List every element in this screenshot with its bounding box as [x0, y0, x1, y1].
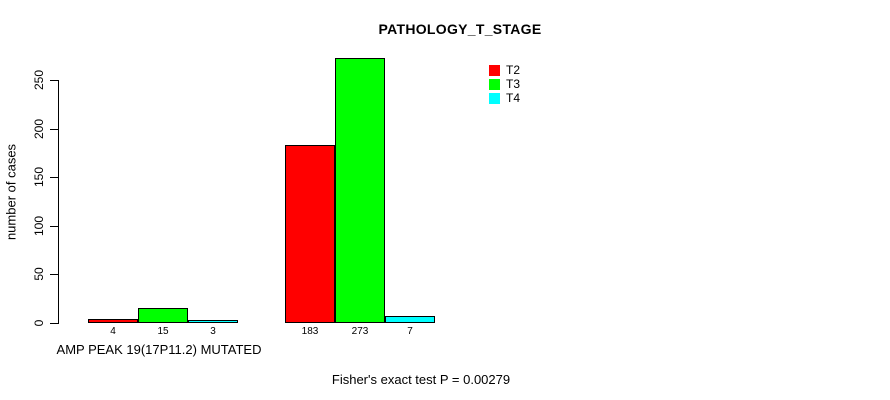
chart-title: PATHOLOGY_T_STAGE: [378, 21, 542, 37]
legend-entry-label: T3: [506, 77, 521, 91]
bar-value-label-T4-group2: 7: [407, 326, 413, 337]
y-axis-line: [58, 80, 59, 324]
bar-T2-group1: [88, 319, 138, 323]
y-axis-tick-label: 0: [32, 319, 46, 327]
bar-T2-group2: [285, 145, 335, 323]
bar-value-label-T3-group1: 15: [157, 326, 169, 337]
legend-swatch-icon: [489, 65, 500, 76]
y-axis-tick-label: 50: [32, 267, 46, 281]
y-axis-tick: [50, 323, 58, 324]
y-axis-tick-label: 100: [32, 215, 46, 237]
bar-value-label-T4-group1: 3: [210, 326, 216, 337]
bar-T3-group1: [138, 308, 188, 323]
y-axis-tick: [50, 80, 58, 81]
bar-value-label-T2-group2: 183: [301, 326, 319, 337]
y-axis-tick-label: 250: [32, 69, 46, 91]
bar-T4-group2: [385, 316, 435, 323]
y-axis-tick: [50, 226, 58, 227]
y-axis-tick-label: 200: [32, 118, 46, 140]
bar-T4-group1: [188, 320, 238, 323]
legend-swatch-icon: [489, 93, 500, 104]
y-axis-tick-label: 150: [32, 166, 46, 188]
legend-item-T2: T2: [489, 63, 521, 77]
y-axis-tick: [50, 274, 58, 275]
bar-T3-group2: [335, 58, 385, 323]
bar-value-label-T2-group1: 4: [110, 326, 116, 337]
legend: T2 T3 T4: [489, 63, 521, 107]
fisher-test-caption: Fisher's exact test P = 0.00279: [331, 372, 511, 387]
legend-swatch-icon: [489, 79, 500, 90]
y-axis-label: number of cases: [3, 143, 19, 241]
bar-value-label-T3-group2: 273: [351, 326, 369, 337]
legend-item-T4: T4: [489, 91, 521, 105]
legend-item-T3: T3: [489, 77, 521, 91]
y-axis-tick: [50, 177, 58, 178]
y-axis-tick: [50, 129, 58, 130]
legend-entry-label: T2: [506, 63, 521, 77]
legend-entry-label: T4: [506, 91, 521, 105]
x-axis-group-label: AMP PEAK 19(17P11.2) MUTATED: [56, 342, 262, 357]
